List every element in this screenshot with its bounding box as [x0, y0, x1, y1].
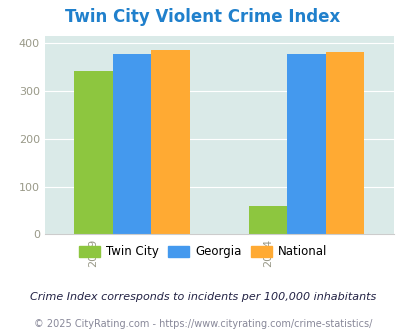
- Text: © 2025 CityRating.com - https://www.cityrating.com/crime-statistics/: © 2025 CityRating.com - https://www.city…: [34, 319, 371, 329]
- Bar: [113, 54, 151, 234]
- Bar: [151, 50, 189, 234]
- Bar: [74, 71, 113, 234]
- Text: Twin City Violent Crime Index: Twin City Violent Crime Index: [65, 8, 340, 26]
- Legend: Twin City, Georgia, National: Twin City, Georgia, National: [74, 241, 331, 263]
- Bar: [325, 51, 363, 234]
- Bar: [287, 54, 325, 234]
- Text: Crime Index corresponds to incidents per 100,000 inhabitants: Crime Index corresponds to incidents per…: [30, 292, 375, 302]
- Bar: [248, 206, 287, 234]
